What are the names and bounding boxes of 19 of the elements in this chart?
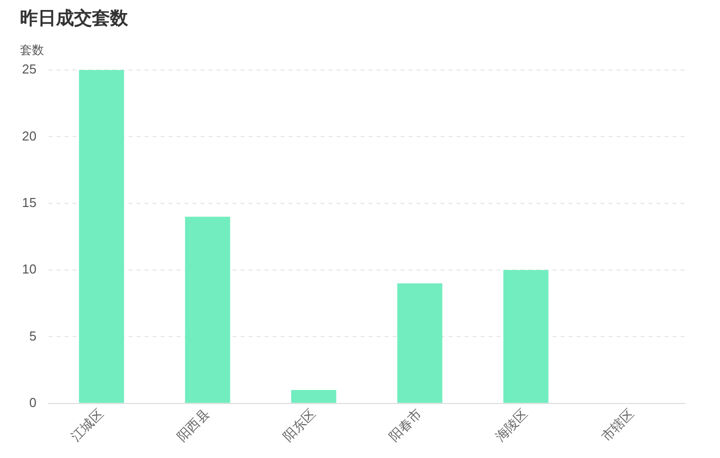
x-tick-label: 阳东区 [280,406,318,444]
bar [397,283,442,403]
x-tick-label: 市辖区 [598,406,637,444]
x-tick-label: 阳春市 [386,406,424,444]
y-tick-label: 25 [22,62,36,77]
x-tick-label: 阳西县 [174,406,212,444]
y-tick-label: 15 [22,194,36,210]
chart-title: 昨日成交套数 [20,7,128,30]
x-tick-label: 海陵区 [492,406,531,444]
y-tick-label: 10 [22,262,36,277]
y-tick-label: 20 [22,128,36,144]
y-tick-label: 5 [29,328,36,344]
bar [78,70,124,403]
x-tick-label: 江城区 [68,406,106,444]
bar [185,216,230,403]
bar [291,390,336,403]
bar [503,270,548,403]
y-axis-title: 套数 [20,43,44,57]
y-tick-label: 0 [29,394,36,410]
